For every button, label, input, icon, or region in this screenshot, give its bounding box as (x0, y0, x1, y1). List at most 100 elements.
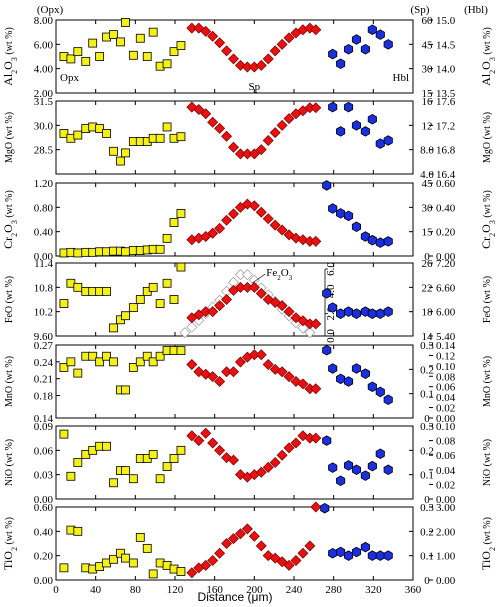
hbl-tick-label: 5.40 (436, 331, 456, 343)
opx-point (109, 357, 118, 367)
hbl-point (328, 547, 338, 559)
hbl-tick-label: 13.5 (436, 88, 456, 100)
panel-frame (55, 506, 414, 581)
sp-point (255, 349, 267, 361)
sp-point (214, 547, 226, 559)
opx-point (59, 429, 69, 439)
opx-point (169, 454, 179, 463)
sp-tick-label: 0.2 (420, 364, 434, 376)
hbl-point (383, 236, 393, 247)
opx-point (176, 41, 186, 50)
hbl-point (343, 550, 354, 561)
sp-point (214, 222, 226, 234)
opx-point (169, 295, 179, 304)
phase-label-opx: Opx (60, 72, 79, 84)
fe2o3-tick-label: 0.0 (325, 329, 337, 343)
opx-point (176, 445, 186, 455)
hbl-point (343, 210, 354, 222)
opx-point (88, 351, 98, 361)
opx-point (59, 129, 69, 138)
hbl-tick-label: 6.00 (436, 307, 456, 319)
opx-point (73, 282, 83, 292)
hbl-point (336, 58, 346, 70)
opx-point (155, 299, 165, 308)
sp-tick-label: 14 (422, 331, 434, 343)
fe2o3-point (297, 322, 309, 334)
panel-frame (55, 344, 414, 419)
opx-point (59, 363, 69, 372)
hbl-point (351, 120, 362, 131)
opx-point (148, 569, 158, 579)
opx-point (116, 156, 125, 166)
header-sp-unit: (Sp) (411, 4, 430, 16)
left-tick-label: 2.00 (34, 88, 54, 100)
hbl-point (360, 231, 370, 242)
phase-label-hbl: Hbl (393, 72, 410, 84)
sp-tick-label: 0.1 (420, 389, 434, 401)
sp-point (276, 119, 288, 131)
opx-point (162, 122, 172, 132)
hbl-point (375, 448, 385, 460)
hbl-tick-label: 0.00 (436, 494, 456, 506)
fe2o3-point (304, 327, 316, 339)
hbl-tick-label: 0.00 (436, 413, 456, 425)
sp-point (255, 466, 267, 478)
left-tick-label: 0.00 (34, 575, 54, 587)
sp-point (297, 378, 309, 390)
left-tick-label: 0.18 (34, 391, 54, 403)
hbl-point (343, 306, 354, 317)
hbl-point (320, 502, 330, 514)
hbl-point (336, 208, 346, 219)
left-tick-label: 0.20 (34, 551, 54, 563)
hbl-tick-label: 17.6 (436, 96, 456, 108)
x-tick-label: 40 (90, 584, 102, 596)
sp-tick-label: 0.2 (420, 445, 434, 457)
sp-point (262, 461, 274, 473)
left-tick-label: 0.00 (34, 251, 54, 263)
left-axis-label: TiO2 (wt %) (1, 517, 19, 570)
opx-point (135, 295, 145, 304)
hbl-point (343, 101, 354, 113)
hbl-point (383, 394, 393, 406)
hbl-point (360, 43, 370, 55)
sp-point (276, 366, 288, 378)
panel-al2o3: 2.00 4.00 6.00 8.00 15 30 45 60 13.5 14.0 14.5 15.0… (1, 15, 497, 100)
hbl-point (383, 464, 393, 476)
hbl-point (367, 308, 377, 319)
left-tick-label: 0.80 (34, 202, 54, 214)
left-tick-label: 4.00 (34, 64, 54, 76)
hbl-point (343, 460, 354, 471)
opx-point (66, 471, 76, 481)
x-tick-label: 200 (246, 584, 263, 596)
sp-point (207, 227, 219, 239)
left-axis-label: Cr2O3 (wt %) (1, 190, 19, 249)
sp-point (276, 38, 288, 50)
panel-frame (55, 100, 414, 175)
hbl-point (322, 180, 332, 191)
left-tick-label: 0.60 (34, 502, 54, 514)
opx-point (128, 50, 138, 60)
opx-point (148, 27, 158, 37)
sp-point (290, 555, 302, 567)
sp-point (290, 437, 302, 449)
hbl-point (351, 546, 362, 558)
sp-point (193, 104, 205, 116)
opx-point (109, 323, 118, 333)
hbl-tick-label: 0.08 (436, 436, 456, 448)
fe2o3-arrow (252, 273, 266, 284)
header-opx-unit: (Opx) (37, 4, 64, 16)
left-tick-label: 0.09 (34, 421, 54, 433)
opx-point (73, 526, 83, 536)
hbl-tick-label: 16.4 (436, 169, 456, 181)
opx-point (59, 299, 69, 308)
hbl-tick-label: 15.0 (436, 15, 456, 27)
sp-point (283, 371, 295, 383)
left-tick-label: 0.27 (34, 340, 54, 352)
sp-point (262, 213, 274, 225)
sp-point (228, 366, 240, 378)
opx-point (142, 52, 152, 61)
hbl-tick-label: 0.04 (436, 465, 456, 477)
hbl-point (360, 470, 370, 481)
sp-point (248, 530, 260, 542)
sp-tick-label: 0 (424, 494, 430, 506)
